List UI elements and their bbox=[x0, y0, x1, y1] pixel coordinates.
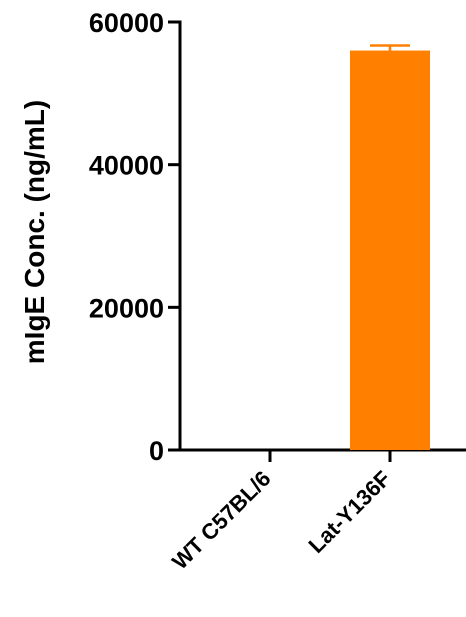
x-tick-label: Lat-Y136F bbox=[304, 466, 396, 558]
y-tick-label: 60000 bbox=[89, 8, 164, 38]
x-axis: WT C57BL/6 Lat-Y136F bbox=[167, 448, 466, 574]
y-tick-label: 20000 bbox=[89, 293, 164, 323]
y-axis: 0 20000 40000 60000 bbox=[89, 8, 182, 466]
bar bbox=[350, 50, 430, 451]
y-axis-label: mIgE Conc. (ng/mL) bbox=[19, 100, 50, 364]
x-tick-label: WT C57BL/6 bbox=[167, 466, 275, 574]
y-tick-label: 40000 bbox=[89, 151, 164, 181]
bars bbox=[350, 44, 430, 451]
y-tick-label: 0 bbox=[149, 436, 164, 466]
